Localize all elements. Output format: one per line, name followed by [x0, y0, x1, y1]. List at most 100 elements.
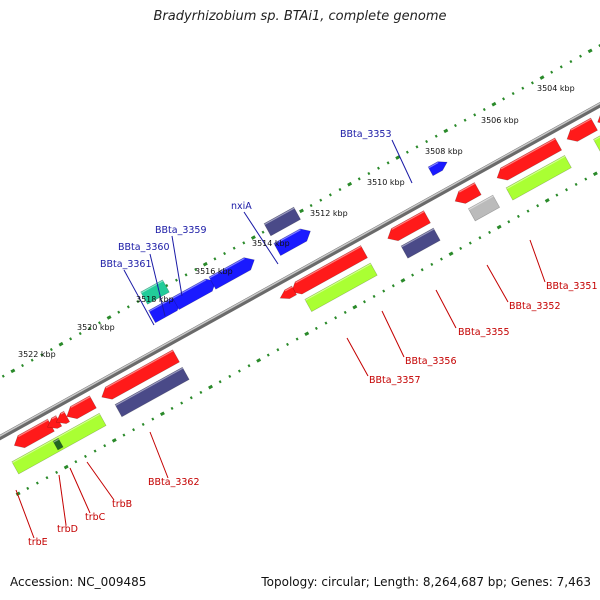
outer-tick-mark — [184, 273, 188, 277]
inner-tick-mark — [343, 310, 347, 314]
gene-label-forward[interactable]: BBta_3360 — [118, 242, 170, 253]
gene-label-forward[interactable]: BBta_3353 — [340, 129, 392, 140]
gene-bbta-3352-b[interactable] — [505, 154, 572, 201]
inner-tick-mark — [430, 262, 434, 266]
outer-tick-mark — [328, 193, 332, 197]
inner-tick-mark — [266, 353, 270, 357]
inner-tick-mark — [141, 422, 145, 426]
gene-trbD-shine — [51, 415, 57, 420]
gene-label-forward[interactable]: BBta_3359 — [155, 225, 207, 236]
outer-tick-mark — [491, 101, 497, 107]
label-leader — [123, 269, 155, 326]
gene-bbta-3352[interactable] — [496, 137, 563, 181]
label-leader — [149, 431, 169, 479]
inner-tick-mark — [334, 316, 338, 320]
outer-tick-mark — [415, 145, 419, 149]
gene-bbta-3350[interactable] — [597, 104, 600, 124]
tick-label: 3506 kbp — [481, 116, 519, 125]
backbone-highlight — [0, 102, 600, 437]
label-leader — [486, 264, 509, 303]
gene-label-forward[interactable]: nxiA — [231, 201, 252, 212]
gene-trbB[interactable] — [66, 395, 97, 420]
outer-tick-mark — [106, 315, 112, 320]
gene-bbta-3351-b[interactable] — [593, 130, 600, 152]
outer-tick-mark — [69, 337, 73, 341]
inner-tick-mark — [74, 460, 78, 464]
tick-label: 3518 kbp — [136, 295, 174, 304]
gene-bbta-3358[interactable] — [263, 206, 301, 237]
inner-tick-mark — [180, 401, 184, 405]
gene-trbC-shine — [60, 411, 65, 415]
gene-bbta-3357[interactable] — [291, 245, 368, 295]
outer-tick-ring — [1, 43, 600, 378]
gene-nxia-shine — [273, 229, 301, 245]
gene-label-reverse[interactable]: BBta_3355 — [458, 327, 510, 338]
outer-tick-mark — [443, 128, 449, 134]
outer-tick-mark — [1, 374, 5, 378]
gene-trbB-shine — [70, 396, 91, 408]
label-leader — [529, 239, 546, 283]
gene-bbta-3355-b[interactable] — [467, 194, 501, 222]
gene-bbta-3355[interactable] — [454, 182, 482, 204]
gene-bbta-3362-b[interactable] — [114, 366, 190, 418]
inner-tick-mark — [103, 444, 107, 448]
inner-tick-mark — [574, 182, 578, 186]
inner-tick-mark — [382, 289, 386, 293]
gene-label-reverse[interactable]: BBta_3362 — [148, 477, 200, 488]
inner-tick-mark — [45, 476, 49, 480]
gene-bbta-small[interactable] — [279, 285, 297, 299]
gene-bbta-3362-b-shine — [115, 367, 184, 406]
outer-tick-mark — [587, 48, 593, 54]
gene-bbta-3351[interactable] — [566, 117, 598, 142]
gene-label-reverse[interactable]: BBta_3352 — [509, 301, 561, 312]
gene-bbta-3362[interactable] — [101, 349, 180, 400]
gene-label-reverse[interactable]: BBta_3351 — [546, 281, 598, 292]
outer-tick-mark — [98, 321, 101, 325]
gene-label-reverse[interactable]: trbB — [112, 499, 132, 510]
outer-tick-mark — [367, 171, 371, 176]
outer-tick-mark — [539, 75, 545, 80]
inner-tick-mark — [111, 438, 117, 443]
gene-bbta-3360-shine — [172, 279, 207, 299]
gene-bbta-3356[interactable] — [387, 210, 431, 242]
outer-tick-mark — [213, 257, 217, 261]
gene-trbD-b[interactable] — [52, 437, 64, 451]
inner-tick-mark — [362, 300, 366, 304]
outer-tick-mark — [117, 310, 121, 314]
inner-tick-mark — [15, 491, 21, 497]
outer-tick-mark — [559, 65, 563, 69]
inner-tick-mark — [352, 304, 358, 310]
inner-tick-mark — [93, 449, 97, 453]
gene-bbta-3361-b[interactable] — [140, 279, 170, 305]
outer-tick-mark — [309, 203, 313, 208]
outer-tick-mark — [425, 139, 429, 144]
inner-tick-mark — [170, 406, 174, 410]
accession-text: Accession: NC_009485 — [10, 575, 147, 589]
inner-tick-mark — [218, 380, 222, 384]
gene-bbta-small-shine — [284, 286, 293, 292]
inner-tick-mark — [83, 454, 87, 458]
gene-bbta-3357-b[interactable] — [304, 262, 378, 313]
gene-bbta-3356-b[interactable] — [400, 227, 441, 259]
gene-bbta-3356-b-shine — [401, 228, 435, 248]
outer-tick-mark — [405, 150, 409, 154]
gene-label-reverse[interactable]: BBta_3356 — [405, 356, 457, 367]
label-leader — [381, 310, 405, 358]
gene-bbta-3359[interactable] — [208, 257, 255, 290]
gene-nxia[interactable] — [273, 228, 311, 257]
inner-tick-mark — [247, 364, 251, 368]
inner-tick-mark — [448, 251, 454, 257]
gene-bbta-3353[interactable] — [427, 161, 448, 177]
inner-tick-mark — [400, 278, 406, 283]
gene-label-forward[interactable]: BBta_3361 — [100, 259, 152, 270]
gene-label-reverse[interactable]: BBta_3357 — [369, 375, 421, 386]
inner-tick-mark — [237, 369, 241, 373]
outer-tick-mark — [482, 107, 486, 112]
gene-label-reverse[interactable]: trbD — [57, 524, 78, 535]
gene-label-reverse[interactable]: trbC — [85, 512, 106, 523]
inner-tick-mark — [420, 268, 424, 272]
outer-tick-mark — [569, 59, 573, 64]
gene-label-reverse[interactable]: trbE — [28, 537, 48, 548]
tick-labels: 3504 kbp 3506 kbp 3508 kbp 3510 kbp 3512 kbp… — [18, 84, 575, 359]
